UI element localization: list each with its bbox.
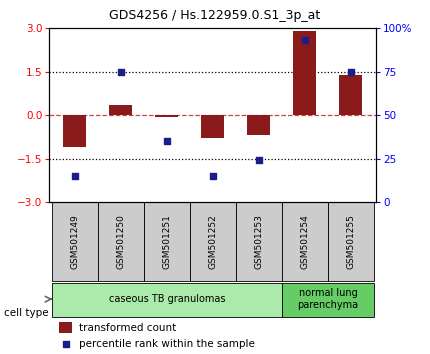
Text: normal lung
parenchyma: normal lung parenchyma [298,289,359,310]
Text: caseous TB granulomas: caseous TB granulomas [108,294,225,304]
Text: GSM501255: GSM501255 [347,214,356,269]
Text: GSM501251: GSM501251 [162,214,171,269]
Point [347,69,354,75]
Bar [339,75,362,115]
FancyBboxPatch shape [52,283,282,317]
Bar [59,322,72,333]
Point [117,69,124,75]
Point [255,158,262,163]
Bar [109,105,132,115]
Point [209,173,216,179]
Point [163,138,170,144]
Text: GSM501249: GSM501249 [70,214,79,269]
Point [301,38,308,43]
FancyBboxPatch shape [282,202,328,281]
FancyBboxPatch shape [236,202,282,281]
FancyBboxPatch shape [190,202,236,281]
FancyBboxPatch shape [328,202,374,281]
FancyBboxPatch shape [52,202,98,281]
FancyBboxPatch shape [98,202,144,281]
Text: GSM501250: GSM501250 [116,214,125,269]
Text: GSM501254: GSM501254 [301,214,310,269]
Point [62,341,69,347]
Bar [293,31,316,115]
FancyBboxPatch shape [144,202,190,281]
Text: GSM501253: GSM501253 [255,214,264,269]
Text: GSM501252: GSM501252 [209,214,217,269]
Bar [155,115,178,116]
Text: cell type: cell type [4,308,49,318]
Bar [247,115,270,136]
Bar [63,115,86,147]
Text: percentile rank within the sample: percentile rank within the sample [79,339,255,349]
Bar [201,115,224,138]
Point [71,173,78,179]
Text: GDS4256 / Hs.122959.0.S1_3p_at: GDS4256 / Hs.122959.0.S1_3p_at [109,9,321,22]
Text: transformed count: transformed count [79,323,176,333]
FancyBboxPatch shape [282,283,374,317]
